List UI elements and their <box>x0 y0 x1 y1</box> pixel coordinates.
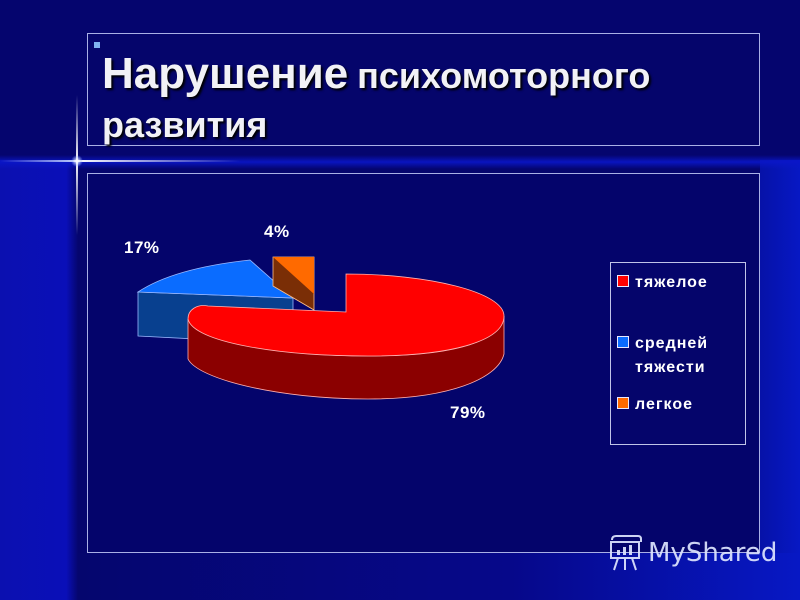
background-glow-band <box>0 155 800 169</box>
data-label-mild: 4% <box>264 222 290 241</box>
background-bottom-panel <box>78 553 800 600</box>
presentation-board-icon <box>610 535 642 571</box>
data-label-severe: 79% <box>450 403 486 422</box>
legend-label: тяжелое <box>635 274 708 291</box>
pie-chart <box>136 256 505 400</box>
chart-legend: тяжелое средней тяжести легкое <box>610 262 746 445</box>
background-left-panel <box>0 160 78 600</box>
legend-item-mild: легкое <box>617 393 693 417</box>
legend-item-moderate: средней тяжести <box>617 332 708 380</box>
bullet-icon <box>94 42 100 48</box>
sparkle-horizontal <box>0 160 240 162</box>
chart-area: 17% 4% 79% тяжелое средней тяжести легко… <box>87 173 760 553</box>
legend-label: средней тяжести <box>635 332 708 380</box>
background-right-panel <box>760 160 800 600</box>
legend-swatch-blue <box>617 336 629 348</box>
slide-title: Нарушение психомоторного развития <box>102 50 650 150</box>
title-line-2: развития <box>102 104 268 145</box>
title-word-1: Нарушение <box>102 49 349 98</box>
pie-slice-severe <box>187 273 505 400</box>
legend-swatch-red <box>617 275 629 287</box>
legend-item-severe: тяжелое <box>617 271 708 295</box>
legend-label: легкое <box>635 396 693 413</box>
title-placeholder: Нарушение психомоторного развития <box>87 33 760 146</box>
legend-label-line-2: тяжести <box>635 359 706 376</box>
pie-slice-mild <box>272 256 315 311</box>
title-word-2: психомоторного <box>357 55 651 96</box>
sparkle-icon <box>71 155 83 167</box>
watermark-text: MyShared <box>648 538 778 568</box>
legend-swatch-orange <box>617 397 629 409</box>
data-label-moderate: 17% <box>124 238 160 257</box>
legend-label-line-1: средней <box>635 335 709 352</box>
watermark: MyShared <box>608 534 777 572</box>
